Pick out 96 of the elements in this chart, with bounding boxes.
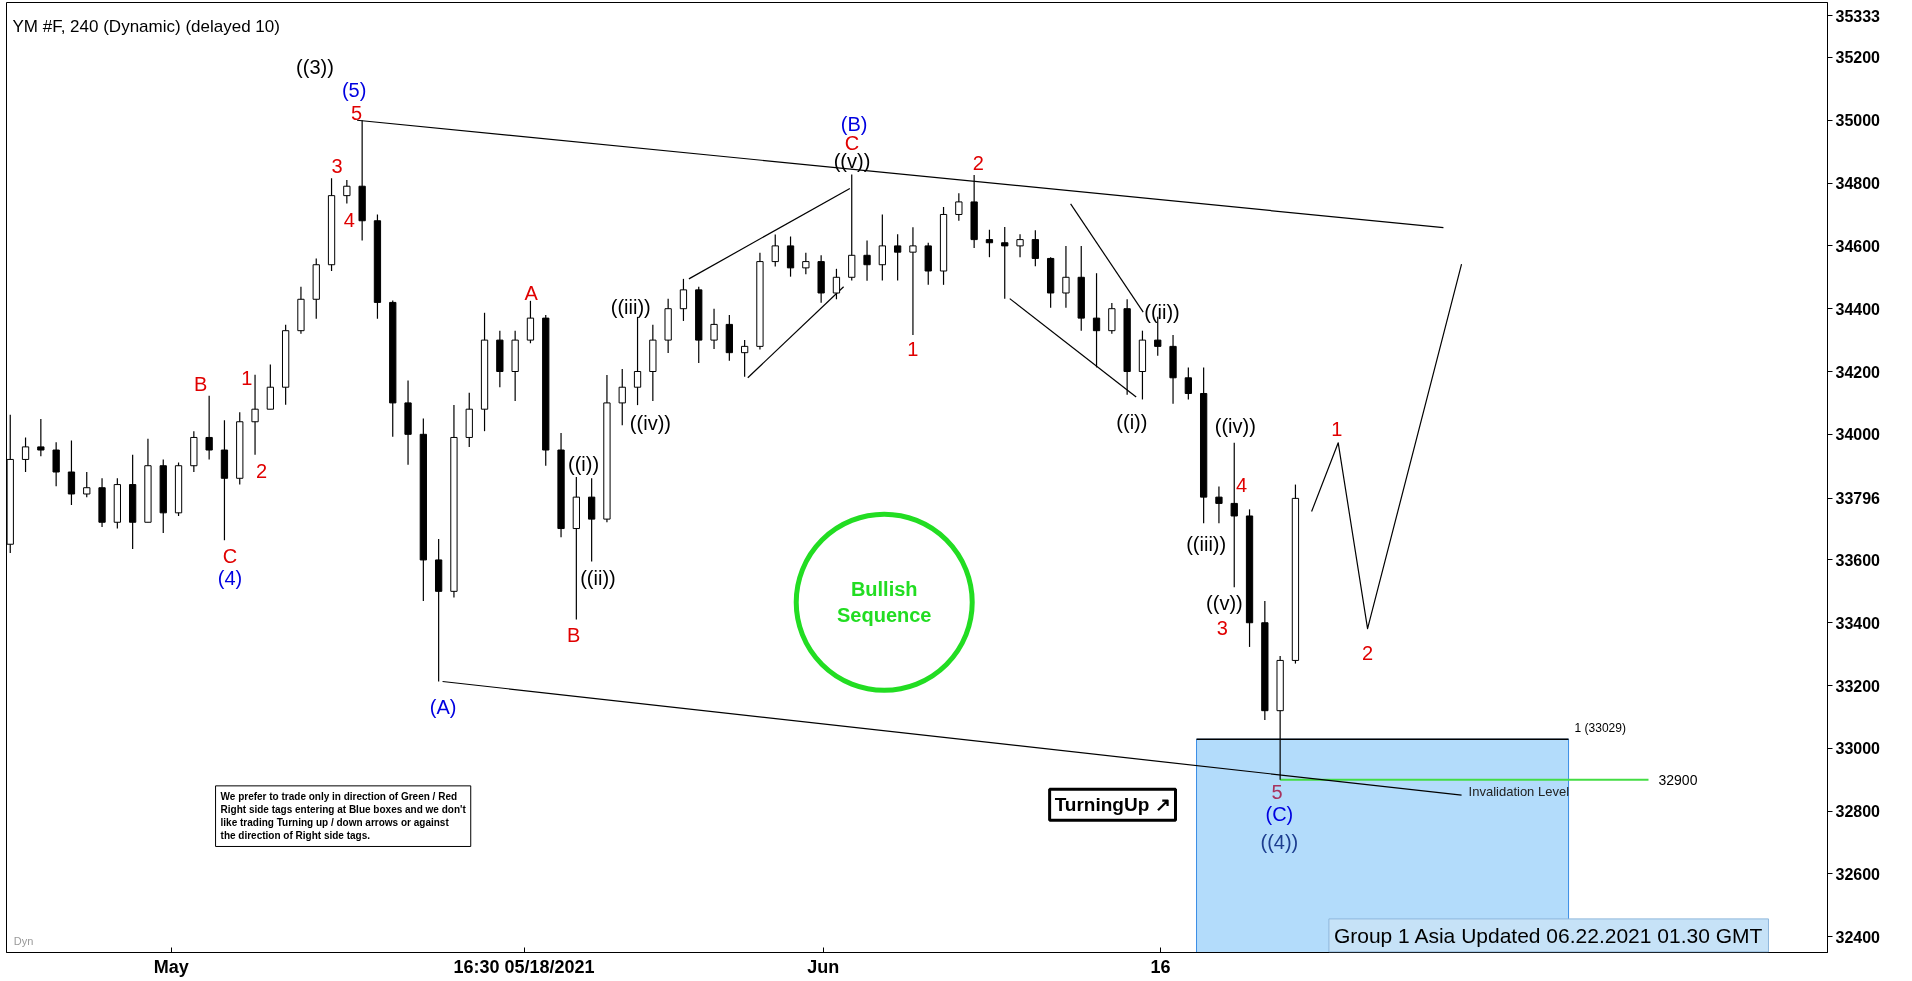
x-tick-label: Jun [807, 956, 840, 977]
candlestick [878, 213, 886, 282]
y-tick-label: 34200 [1835, 363, 1881, 381]
ref-line-label: 32900 [1658, 771, 1698, 788]
annotation: 2 [255, 459, 267, 482]
annotation: ((i)) [1116, 411, 1148, 434]
annotation: C [222, 544, 238, 567]
candlestick [909, 226, 917, 336]
candlestick [1108, 302, 1116, 335]
candlestick [1215, 485, 1223, 524]
candlestick [67, 440, 76, 506]
candlestick [1016, 233, 1024, 258]
line-series [1311, 263, 1463, 630]
candlestick [1062, 245, 1070, 309]
y-tick-label: 33600 [1835, 551, 1881, 569]
annotation: ((v)) [1206, 591, 1243, 614]
annotation: TurningUp ↗ [1054, 794, 1171, 816]
candlestick [251, 374, 259, 456]
candlestick [618, 368, 626, 426]
y-tick-label: 32600 [1835, 865, 1881, 883]
annotation: 1 [241, 367, 253, 390]
y-tick-label: 35000 [1835, 112, 1881, 130]
y-tick-label: 33796 [1835, 490, 1881, 508]
annotation: Bullish Sequence [836, 578, 932, 627]
band-label: 1 (33029) [1574, 721, 1626, 736]
candlestick [205, 395, 213, 461]
annotation: 4 [343, 209, 355, 232]
y-tick-label: 32800 [1835, 803, 1881, 821]
annotation: ((ii)) [1144, 301, 1180, 324]
annotation: 3 [331, 154, 343, 177]
x-tick-label: 16:30 05/18/2021 [453, 956, 595, 977]
candlestick [893, 233, 902, 282]
annotation: ((v)) [833, 149, 871, 172]
annotation: 5 [351, 102, 363, 125]
candlestick [985, 229, 994, 258]
annotation: 1 [1331, 418, 1343, 441]
y-tick-label: 34000 [1835, 426, 1881, 444]
x-tick-label: 16 [1150, 956, 1171, 977]
y-tick-label: 34800 [1835, 175, 1881, 193]
annotation: ((i)) [568, 453, 600, 476]
y-tick-label: 35200 [1835, 49, 1881, 67]
annotation: 1 [907, 338, 919, 361]
y-tick-label: 34600 [1835, 237, 1881, 255]
annotation: ((4)) [1260, 830, 1299, 853]
annotation: ((iii)) [1186, 532, 1227, 555]
annotation: ((ii)) [580, 566, 616, 589]
candlestick [633, 316, 642, 406]
annotation: (C) [1265, 802, 1294, 825]
y-tick-label: 33000 [1835, 740, 1881, 758]
candlestick [1031, 229, 1039, 267]
annotation: A [524, 282, 539, 305]
annotation: 4 [1236, 474, 1248, 497]
annotation: (A) [429, 695, 457, 718]
candlestick [786, 235, 795, 278]
x-tick-label: May [153, 956, 189, 977]
annotation: (5) [341, 79, 367, 102]
y-tick-label: 32400 [1835, 928, 1881, 946]
candlestick [266, 364, 274, 410]
annotation: Invalidation Level [1468, 784, 1570, 800]
y-tick-label: 33200 [1835, 677, 1881, 695]
annotation: We prefer to trade only in direction of Green / Red Right side tags entering at Blue boxes and we don't like trading Turning up / down arrows or against the direction of Right side tags. [220, 790, 467, 842]
candlestick [1001, 226, 1009, 300]
annotation: (4) [217, 566, 243, 589]
annotation: ((iv)) [629, 412, 671, 435]
annotation: ((iv)) [1214, 414, 1256, 437]
annotation: (B) [840, 113, 868, 136]
text: YM #F, 240 (Dynamic) (delayed 10) [12, 16, 280, 36]
annotation: 2 [1361, 641, 1374, 664]
candlestick [21, 436, 30, 473]
candlestick [863, 239, 871, 282]
candlestick [740, 339, 749, 378]
candlestick [343, 179, 351, 205]
y-tick-label: 34400 [1835, 300, 1881, 318]
candlestick [955, 192, 963, 222]
candlestick [710, 308, 718, 350]
candlestick [771, 233, 779, 268]
candlestick [588, 477, 596, 563]
candlestick [526, 300, 535, 344]
candlestick [52, 441, 60, 487]
candlestick [1230, 442, 1238, 588]
annotation: 3 [1216, 616, 1228, 639]
candlestick [1184, 366, 1192, 401]
annotation: ((iii)) [610, 295, 651, 318]
annotation: Dyn [13, 935, 34, 948]
y-tick-label: 33400 [1835, 614, 1881, 632]
candlestick [679, 278, 688, 322]
annotation: ((3)) [296, 56, 334, 79]
candlestick [37, 418, 45, 457]
y-tick-label: 35333 [1835, 7, 1881, 25]
annotation: Group 1 Asia Updated 06.22.2021 01.30 GMT [1333, 923, 1763, 947]
candlestick [802, 252, 810, 275]
annotation: 2 [972, 152, 984, 175]
annotation: 5 [1271, 780, 1283, 803]
annotation: B [566, 623, 581, 646]
annotation: B [193, 373, 208, 396]
candlestick [83, 471, 91, 498]
